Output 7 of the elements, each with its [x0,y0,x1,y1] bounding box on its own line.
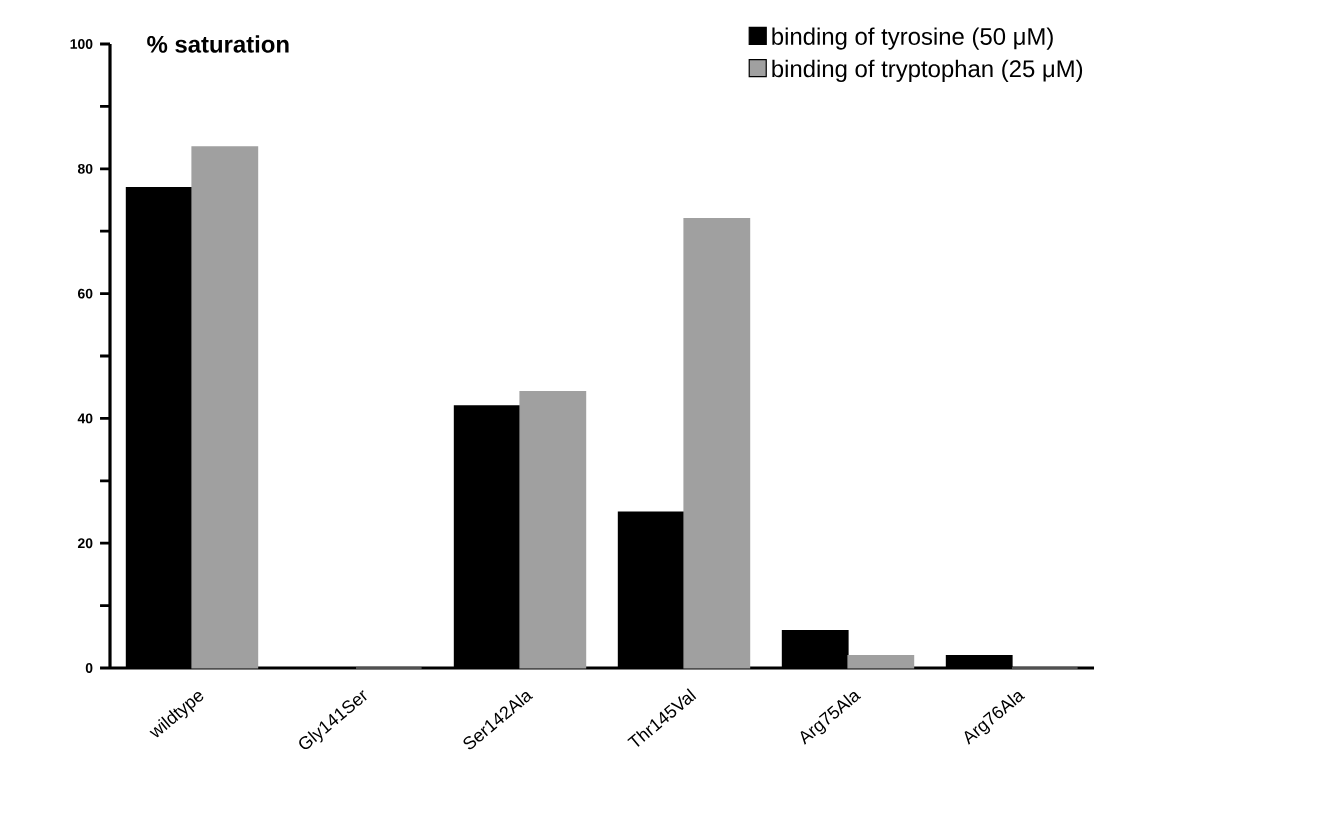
legend-label: binding of tryptophan (25 μM) [772,59,1083,82]
bar [191,146,259,669]
bar [683,218,751,669]
bar [847,654,915,669]
legend-label: binding of tyrosine (50 μM) [772,27,1053,50]
y-axis-title: % saturation [147,35,289,53]
bar [519,390,587,669]
